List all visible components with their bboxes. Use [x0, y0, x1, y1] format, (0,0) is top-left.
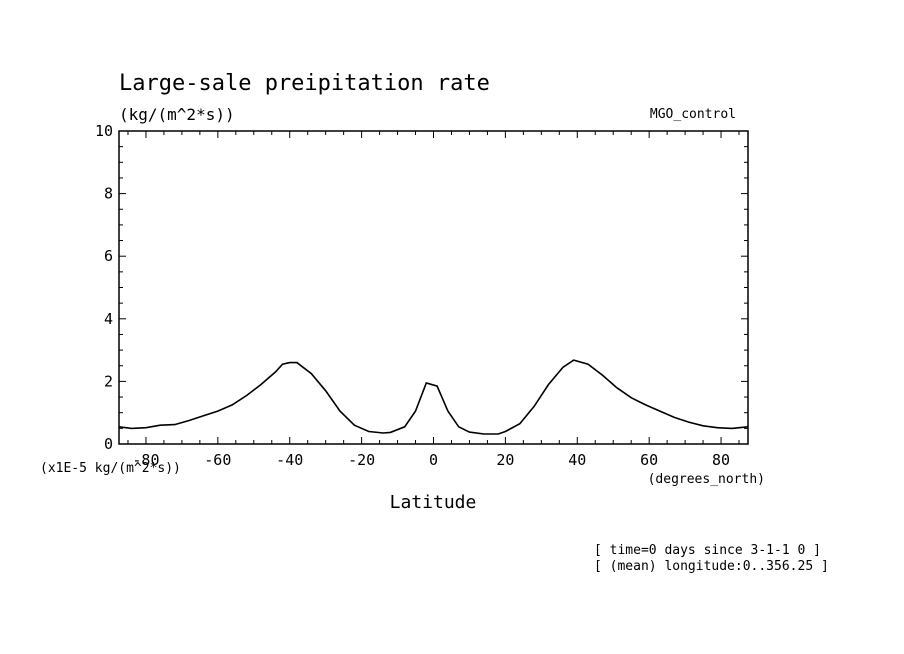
y-tick-label: 0 [104, 435, 113, 453]
x-axis-title: Latitude [390, 492, 477, 513]
plot-frame [118, 130, 749, 445]
x-tick-label: -60 [204, 451, 231, 469]
y-tick-label: 6 [104, 247, 113, 265]
units-label: (kg/(m^2*s)) [119, 105, 235, 124]
x-tick-label: 40 [568, 451, 586, 469]
chart-title: Large-sale preipitation rate [119, 71, 490, 96]
y-tick-label: 4 [104, 310, 113, 328]
x-tick-label: 20 [496, 451, 514, 469]
run-label: MGO_control [650, 107, 736, 122]
x-tick-label: 0 [429, 451, 438, 469]
x-tick-label: -80 [132, 451, 159, 469]
axis-ticks [119, 130, 748, 445]
scale-label: (x1E-5 kg/(m^2*s)) [40, 461, 181, 476]
x-tick-labels: -80 -60 -40 -20 0 20 40 60 80 [132, 451, 730, 469]
x-tick-label: 60 [640, 451, 658, 469]
y-tick-labels: 0 2 4 6 8 10 [95, 122, 113, 453]
footer-longitude: [ (mean) longitude:0..356.25 ] [594, 559, 829, 574]
y-tick-label: 8 [104, 185, 113, 203]
x-tick-label: 80 [712, 451, 730, 469]
x-tick-label: -20 [348, 451, 375, 469]
series-line [118, 359, 749, 435]
footer-time: [ time=0 days since 3-1-1 0 ] [594, 543, 821, 558]
x-unit-label: (degrees_north) [648, 472, 765, 487]
x-tick-label: -40 [276, 451, 303, 469]
y-tick-label: 2 [104, 372, 113, 390]
y-tick-label: 10 [95, 122, 113, 140]
